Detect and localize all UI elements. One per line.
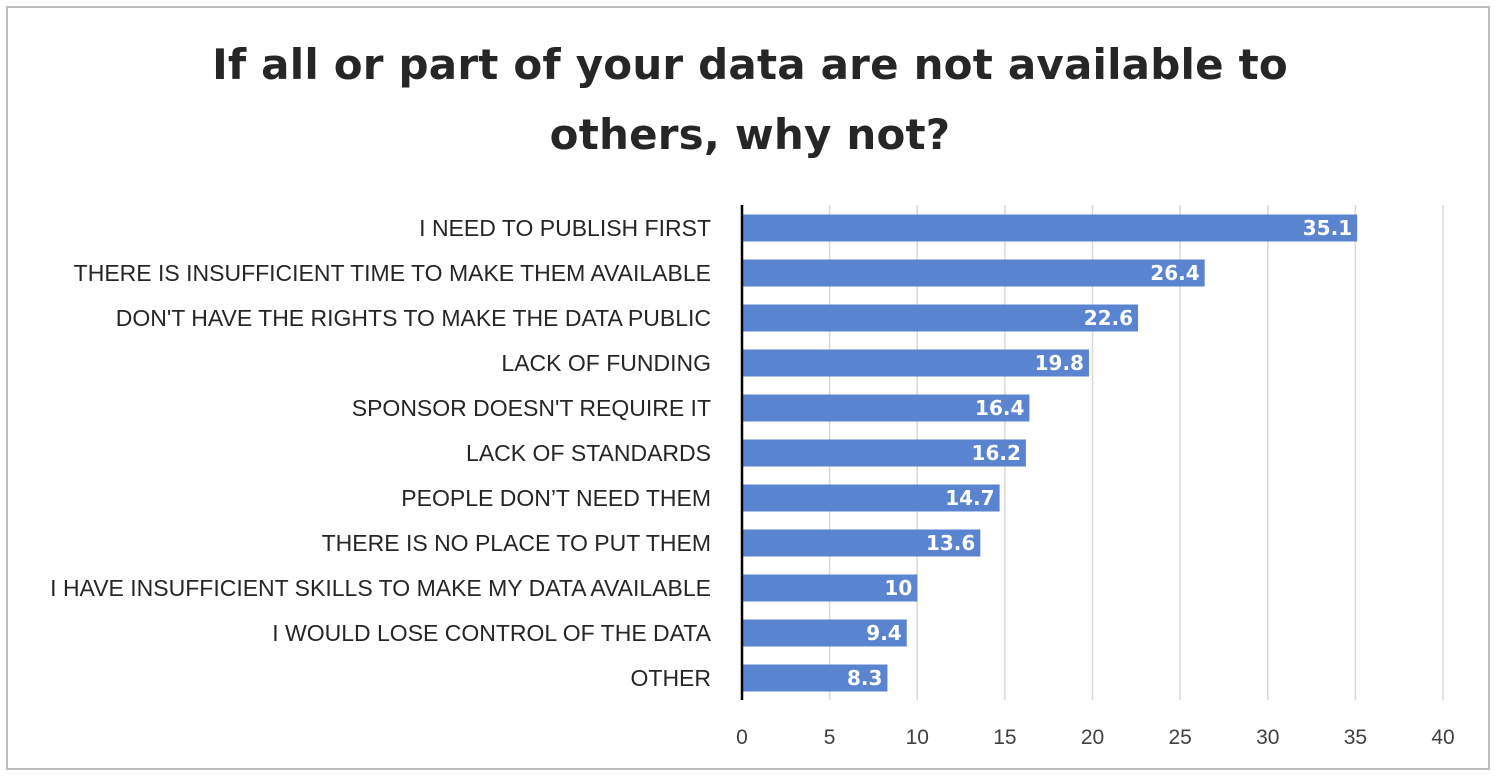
category-label: THERE IS NO PLACE TO PUT THEM bbox=[322, 530, 711, 556]
bar bbox=[742, 214, 1358, 242]
data-label: 14.7 bbox=[945, 486, 994, 510]
x-tick-label: 15 bbox=[993, 726, 1016, 749]
category-label: I HAVE INSUFFICIENT SKILLS TO MAKE MY DA… bbox=[50, 575, 711, 601]
bar bbox=[742, 574, 918, 602]
x-tick-label: 25 bbox=[1168, 726, 1191, 749]
category-label: LACK OF FUNDING bbox=[501, 350, 711, 376]
data-label: 16.2 bbox=[972, 441, 1021, 465]
data-label: 26.4 bbox=[1150, 261, 1199, 285]
x-tick-label: 10 bbox=[906, 726, 929, 749]
bar bbox=[742, 484, 1000, 512]
chart-title-line-1: If all or part of your data are not avai… bbox=[212, 40, 1288, 89]
bar bbox=[742, 394, 1030, 422]
category-labels: I NEED TO PUBLISH FIRST THERE IS INSUFFIC… bbox=[50, 215, 711, 691]
bars bbox=[742, 214, 1358, 692]
bar bbox=[742, 349, 1089, 377]
data-label: 10 bbox=[884, 576, 912, 600]
bar bbox=[742, 439, 1026, 467]
category-label: THERE IS INSUFFICIENT TIME TO MAKE THEM … bbox=[74, 260, 711, 286]
bar bbox=[742, 529, 981, 557]
x-tick-label: 20 bbox=[1081, 726, 1104, 749]
data-label: 16.4 bbox=[975, 396, 1024, 420]
x-tick-label: 30 bbox=[1256, 726, 1279, 749]
data-label: 8.3 bbox=[847, 666, 882, 690]
x-tick-labels: 0 5 10 15 20 25 30 35 40 bbox=[736, 726, 1455, 749]
data-label: 9.4 bbox=[866, 621, 901, 645]
data-labels: 35.1 26.4 22.619.8 16.4 16.2 14.7 13.6 10 9.4 8.3 bbox=[847, 216, 1352, 690]
bar bbox=[742, 259, 1205, 287]
category-label: LACK OF STANDARDS bbox=[466, 440, 711, 466]
x-tick-label: 35 bbox=[1344, 726, 1367, 749]
category-label: SPONSOR DOESN'T REQUIRE IT bbox=[352, 395, 711, 421]
category-label: I NEED TO PUBLISH FIRST bbox=[419, 215, 711, 241]
category-label: PEOPLE DON’T NEED THEM bbox=[401, 485, 711, 511]
data-label: 35.1 bbox=[1303, 216, 1352, 240]
x-tick-label: 40 bbox=[1431, 726, 1454, 749]
x-tick-label: 0 bbox=[736, 726, 748, 749]
category-label: I WOULD LOSE CONTROL OF THE DATA bbox=[272, 620, 711, 646]
chart-title-line-2: others, why not? bbox=[549, 110, 951, 159]
bar bbox=[742, 304, 1139, 332]
category-label: DON'T HAVE THE RIGHTS TO MAKE THE DATA P… bbox=[116, 305, 711, 331]
x-tick-label: 5 bbox=[824, 726, 836, 749]
data-label: 19.8 bbox=[1035, 351, 1084, 375]
bar bbox=[742, 619, 907, 647]
chart-title: If all or part of your data are not avai… bbox=[0, 30, 1500, 170]
data-label: 13.6 bbox=[926, 531, 975, 555]
bar bbox=[742, 664, 888, 692]
data-label: 22.6 bbox=[1084, 306, 1133, 330]
category-label: OTHER bbox=[631, 665, 712, 691]
